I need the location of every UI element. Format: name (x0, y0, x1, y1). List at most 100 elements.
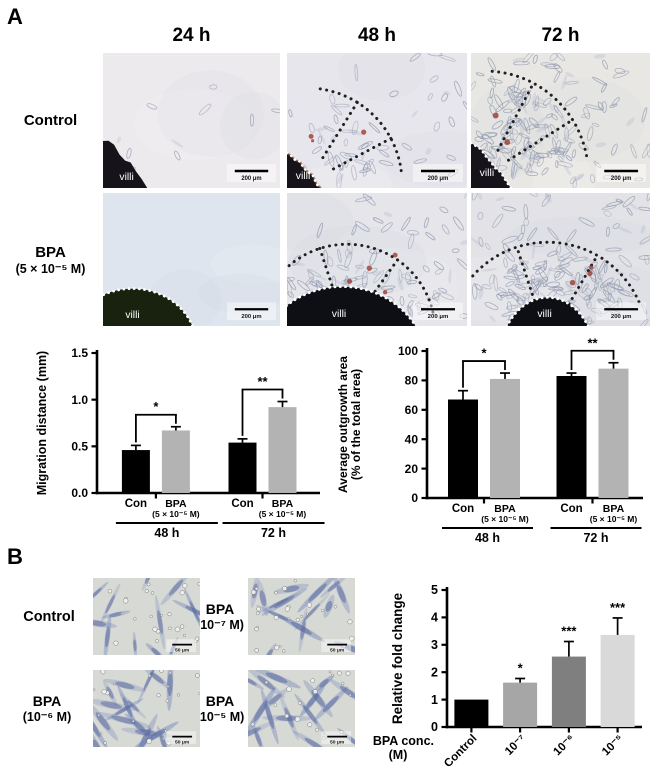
bar (490, 378, 520, 498)
bar (503, 682, 538, 727)
micrograph-image: villi 200 μm (287, 53, 467, 188)
bubbles (250, 670, 352, 740)
bar (454, 699, 489, 727)
x-tick-label: 10⁻⁶ (551, 733, 577, 759)
scale-bar: 200 μm (596, 302, 647, 320)
row-label-bpa-text: BPA (35, 243, 66, 261)
bar (551, 656, 586, 727)
spindle-cells (250, 578, 355, 655)
x-tick-label: Con (452, 503, 474, 515)
dotted-fan (318, 87, 404, 178)
bar (161, 430, 190, 493)
scale-bar: 50 μm (166, 639, 197, 654)
bar (598, 368, 629, 498)
b-label-bpa-1e-7: BPA (10⁻⁷ M) (194, 578, 246, 655)
cell-texture (116, 84, 280, 170)
villi-label: villi (480, 168, 495, 179)
b-label-bpa-1e-5-text: BPA (205, 693, 235, 709)
spindle-cells (93, 578, 200, 655)
x-tick-label: Con (125, 498, 147, 510)
x-axis-title: BPA conc. (373, 734, 434, 748)
y-tick-label: 0.0 (71, 486, 88, 500)
bar (268, 407, 297, 493)
y-tick-label: 40 (405, 432, 419, 446)
significance-marker: ** (257, 374, 268, 389)
scale-bar: 50 μm (166, 731, 197, 746)
micrograph-image: 50 μm (93, 670, 200, 747)
y-tick-label: 0 (431, 720, 438, 734)
scale-bar-label: 200 μm (241, 176, 261, 182)
micrograph-bpa-72h: villi 200 μm (471, 193, 650, 326)
scale-bar-label: 50 μm (330, 648, 345, 654)
background-texture (148, 244, 280, 326)
micrograph-image: 50 μm (248, 578, 355, 655)
b-label-bpa-1e-6: BPA (10⁻⁶ M) (4, 670, 90, 747)
group-label: 48 h (154, 526, 179, 540)
micrograph-control-48h: villi 200 μm (287, 53, 467, 188)
bubbles (93, 670, 200, 746)
chart-fold-change: 0 1 2 3 4 5 Relative fold change Control * 10⁻⁷ **… (350, 558, 650, 770)
red-specks (347, 252, 398, 295)
y-tick-label: 0.5 (71, 440, 88, 454)
y-axis-title: Relative fold change (390, 592, 405, 724)
scale-bar-label: 50 μm (330, 740, 345, 746)
spindle-cells (248, 670, 355, 747)
b-label-control: Control (8, 578, 90, 655)
y-tick-label: 60 (405, 403, 419, 417)
row-label-control-text: Control (23, 112, 78, 129)
cell-texture (471, 53, 650, 188)
villi-label: villi (119, 172, 133, 183)
micrograph-b-1e-6: 50 μm (93, 670, 200, 747)
y-tick-label: 1 (431, 693, 438, 707)
y-axis-title: (% of the total area) (349, 369, 363, 480)
scale-bar: 200 μm (226, 164, 277, 182)
villi-label: villi (537, 309, 551, 320)
bar (556, 375, 587, 498)
b-label-bpa-1e-5-conc: (10⁻⁵ M) (195, 710, 245, 724)
group-label: 72 h (261, 526, 286, 540)
micrograph-image: villi 200 μm (287, 193, 467, 326)
bar (600, 634, 635, 727)
scale-bar-label: 200 μm (428, 314, 449, 320)
significance-marker: ** (587, 338, 598, 350)
background-texture (134, 70, 280, 161)
significance-marker: *** (561, 624, 577, 639)
x-axis-title: (M) (389, 748, 408, 762)
row-label-bpa-conc: (5 × 10⁻⁵ M) (15, 261, 86, 276)
bar (448, 399, 478, 498)
chart-outgrowth-area: 0 20 40 60 80 100 Average outgrowth area (% of … (335, 338, 650, 548)
red-specks (492, 112, 511, 146)
scale-bar: 200 μm (596, 164, 647, 182)
villi-blob (471, 143, 511, 188)
y-tick-label: 100 (398, 344, 418, 358)
spindle-cells (93, 670, 179, 747)
panel-b-label: B (7, 544, 23, 569)
scale-bar: 200 μm (413, 164, 463, 182)
x-tick-label: (5 × 10⁻⁵ M) (259, 509, 307, 519)
panel-a-label: A (7, 4, 23, 29)
group-label: 72 h (583, 531, 608, 545)
red-specks (569, 265, 594, 286)
col-header-24h: 24 h (172, 25, 211, 46)
b-label-bpa-1e-7-text: BPA (205, 601, 235, 617)
scale-bar-label: 200 μm (611, 314, 632, 320)
bar-chart: 0.0 0.5 1.0 1.5 Migration distance (mm) Con BP… (35, 346, 325, 540)
x-tick-label: BPA (603, 503, 625, 515)
y-tick-label: 1.0 (71, 393, 88, 407)
villi-blob (103, 140, 148, 188)
micrograph-control-24h: villi 200 μm (103, 53, 280, 188)
y-tick-label: 1.5 (71, 346, 88, 360)
dotted-fan (287, 242, 435, 315)
significance-marker: *** (610, 600, 626, 615)
micrograph-control-72h: villi 200 μm (471, 53, 650, 188)
x-tick-label: Control (442, 733, 479, 770)
villi-blob (287, 286, 416, 326)
x-tick-label: (5 × 10⁻⁵ M) (152, 509, 200, 519)
villi-label: villi (125, 310, 139, 321)
row-label-bpa: BPA (5 × 10⁻⁵ M) (0, 193, 101, 326)
y-tick-label: 2 (431, 665, 438, 679)
b-label-control-text: Control (23, 608, 75, 625)
micrograph-image: villi 200 μm (471, 53, 650, 188)
villi-label: villi (296, 170, 311, 182)
